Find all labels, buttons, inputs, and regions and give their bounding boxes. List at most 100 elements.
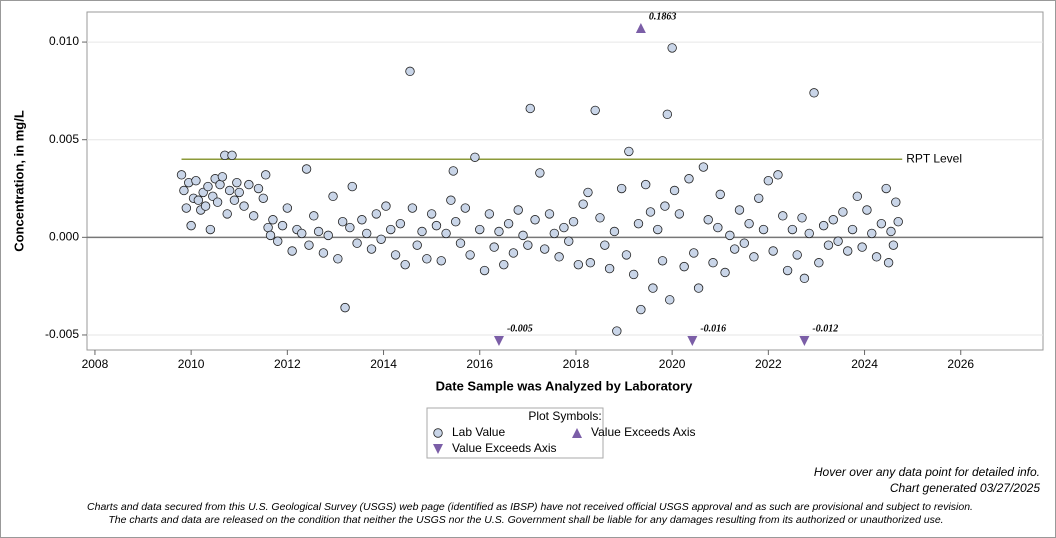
data-point bbox=[215, 179, 225, 190]
y-tick-label: -0.005 bbox=[45, 327, 79, 341]
data-point bbox=[395, 218, 406, 229]
data-point bbox=[224, 185, 235, 196]
data-point bbox=[448, 166, 458, 176]
data-point bbox=[648, 283, 658, 293]
data-point bbox=[684, 174, 694, 184]
data-point bbox=[484, 209, 495, 219]
data-point bbox=[862, 205, 872, 215]
data-point bbox=[564, 236, 574, 246]
data-point bbox=[715, 189, 725, 200]
data-point bbox=[376, 234, 386, 244]
data-point bbox=[273, 236, 283, 246]
data-point bbox=[544, 209, 555, 219]
data-point bbox=[347, 181, 357, 192]
data-point bbox=[405, 66, 415, 77]
data-point bbox=[708, 258, 718, 268]
data-point bbox=[590, 105, 600, 116]
legend-label: Value Exceeds Axis bbox=[591, 425, 696, 439]
data-point bbox=[871, 252, 882, 262]
data-point bbox=[309, 211, 319, 221]
plot-frame bbox=[86, 11, 1044, 351]
data-point bbox=[679, 261, 689, 272]
data-point bbox=[763, 176, 774, 186]
data-point bbox=[265, 230, 276, 241]
data-point bbox=[227, 150, 237, 161]
data-point bbox=[323, 230, 333, 241]
data-point bbox=[604, 263, 615, 274]
exceeds-label: 0.1863 bbox=[649, 11, 677, 22]
data-point bbox=[179, 185, 189, 196]
data-point bbox=[573, 259, 584, 270]
legend-label: Value Exceeds Axis bbox=[452, 441, 557, 455]
data-point bbox=[645, 207, 656, 217]
data-point bbox=[239, 201, 249, 211]
data-point bbox=[518, 230, 528, 241]
disclaimer: The charts and data are released on the … bbox=[108, 514, 943, 526]
exceeds-marker bbox=[635, 23, 646, 33]
legend-box bbox=[426, 407, 604, 459]
exceeds-marker bbox=[493, 336, 504, 346]
data-point bbox=[229, 195, 240, 205]
data-point bbox=[422, 254, 432, 264]
data-point bbox=[787, 224, 798, 235]
data-point bbox=[203, 181, 213, 192]
y-tick-label: 0.010 bbox=[49, 34, 79, 48]
data-point bbox=[417, 226, 427, 237]
data-point bbox=[633, 218, 644, 229]
data-point bbox=[539, 244, 550, 254]
data-point bbox=[460, 203, 471, 213]
data-point bbox=[253, 183, 264, 194]
data-point bbox=[232, 177, 242, 188]
data-point bbox=[268, 215, 278, 225]
data-point bbox=[386, 224, 396, 235]
data-point bbox=[621, 250, 632, 260]
disclaimer: Charts and data secured from this U.S. G… bbox=[87, 501, 973, 513]
legend-symbol bbox=[572, 428, 582, 438]
data-point bbox=[600, 240, 610, 250]
y-tick-label: 0.005 bbox=[49, 132, 79, 146]
legend-symbol bbox=[433, 428, 443, 438]
data-point bbox=[782, 265, 793, 276]
data-point bbox=[554, 252, 564, 262]
data-point bbox=[585, 258, 596, 268]
x-tick-label: 2014 bbox=[370, 357, 397, 371]
data-point bbox=[513, 205, 523, 215]
data-point bbox=[352, 238, 362, 248]
data-point bbox=[475, 224, 485, 235]
data-point bbox=[616, 183, 627, 194]
data-point bbox=[381, 201, 391, 211]
data-point bbox=[847, 224, 858, 235]
data-point bbox=[754, 193, 764, 203]
data-point bbox=[883, 258, 894, 268]
data-point bbox=[277, 220, 288, 231]
data-point bbox=[657, 256, 668, 266]
data-point bbox=[758, 224, 769, 235]
data-point bbox=[297, 228, 307, 239]
data-point bbox=[662, 109, 673, 120]
data-point bbox=[234, 187, 244, 198]
data-point bbox=[366, 244, 377, 254]
data-point bbox=[412, 240, 422, 250]
x-tick-label: 2018 bbox=[563, 357, 590, 371]
data-point bbox=[525, 103, 535, 114]
data-point bbox=[823, 240, 834, 250]
data-point bbox=[371, 209, 382, 219]
data-point bbox=[720, 267, 730, 278]
data-point bbox=[749, 252, 759, 262]
data-point bbox=[523, 240, 533, 250]
data-point bbox=[431, 220, 442, 231]
data-point bbox=[181, 203, 192, 213]
data-point bbox=[205, 224, 216, 235]
data-point bbox=[260, 170, 271, 180]
data-point bbox=[595, 213, 605, 223]
data-point bbox=[667, 43, 677, 53]
data-point bbox=[725, 230, 735, 241]
data-point bbox=[669, 185, 680, 196]
data-point bbox=[689, 248, 699, 258]
exceeds-marker bbox=[799, 336, 810, 346]
data-point bbox=[357, 215, 367, 225]
data-point bbox=[436, 256, 446, 266]
data-point bbox=[282, 203, 293, 213]
data-point bbox=[446, 195, 456, 205]
